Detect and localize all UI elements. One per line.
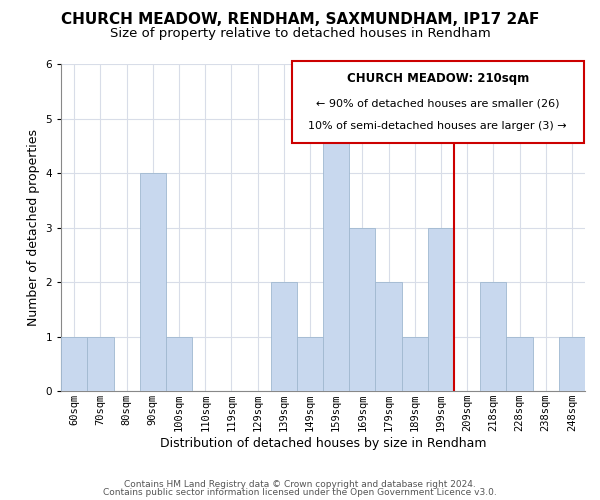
Y-axis label: Number of detached properties: Number of detached properties [27, 129, 40, 326]
Text: Size of property relative to detached houses in Rendham: Size of property relative to detached ho… [110, 28, 490, 40]
Bar [428, 228, 454, 391]
Text: Contains public sector information licensed under the Open Government Licence v3: Contains public sector information licen… [103, 488, 497, 497]
Bar [506, 336, 533, 391]
Bar [480, 282, 506, 391]
Bar [271, 282, 297, 391]
X-axis label: Distribution of detached houses by size in Rendham: Distribution of detached houses by size … [160, 437, 487, 450]
Bar [88, 336, 113, 391]
Bar [140, 173, 166, 391]
Text: CHURCH MEADOW, RENDHAM, SAXMUNDHAM, IP17 2AF: CHURCH MEADOW, RENDHAM, SAXMUNDHAM, IP17… [61, 12, 539, 28]
Bar [349, 228, 376, 391]
FancyBboxPatch shape [292, 62, 584, 143]
Bar [401, 336, 428, 391]
Bar [559, 336, 585, 391]
Text: 10% of semi-detached houses are larger (3) →: 10% of semi-detached houses are larger (… [308, 122, 567, 132]
Bar [166, 336, 192, 391]
Bar [297, 336, 323, 391]
Text: Contains HM Land Registry data © Crown copyright and database right 2024.: Contains HM Land Registry data © Crown c… [124, 480, 476, 489]
Bar [61, 336, 88, 391]
Bar [323, 118, 349, 391]
Text: ← 90% of detached houses are smaller (26): ← 90% of detached houses are smaller (26… [316, 98, 559, 108]
Bar [376, 282, 401, 391]
Text: CHURCH MEADOW: 210sqm: CHURCH MEADOW: 210sqm [347, 72, 529, 85]
